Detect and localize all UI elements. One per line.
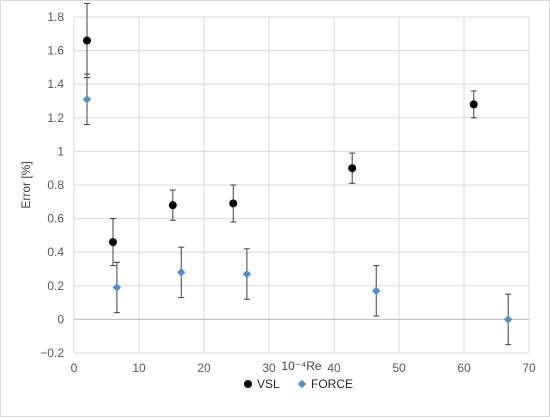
legend-force-marker	[297, 379, 307, 389]
y-axis-title: Error [%]	[19, 161, 33, 208]
legend-vsl-label: VSL	[257, 377, 280, 391]
y-tick-label: −0.2	[40, 346, 64, 360]
x-tick-label: 0	[71, 361, 78, 375]
x-tick-label: 20	[197, 361, 211, 375]
y-tick-label: 0.4	[47, 245, 64, 259]
force-point	[112, 283, 122, 292]
tick-label-layer: −0.2 0 0.2 0.4 0.6 0.8 1 1.2 1.4 1.6 1.8 0 10 20 30 40 5…	[40, 10, 536, 375]
legend-force-label: FORCE	[311, 377, 353, 391]
force-point	[242, 269, 252, 279]
x-tick-label: 30	[262, 361, 276, 375]
vsl-point	[229, 199, 238, 208]
legend: VSL FORCE	[244, 377, 353, 391]
x-tick-label: 60	[457, 361, 471, 375]
vsl-point	[83, 36, 91, 45]
force-point	[82, 95, 92, 104]
force-point	[504, 315, 513, 324]
y-tick-label: 0.2	[47, 279, 64, 293]
y-tick-label: 1.8	[47, 10, 64, 24]
y-tick-label: 1.4	[47, 77, 64, 91]
grid-layer	[73, 16, 530, 354]
y-tick-label: 0.8	[47, 178, 64, 192]
vsl-point	[109, 238, 117, 247]
vsl-point	[348, 164, 357, 173]
data-point-layer	[82, 36, 513, 324]
y-tick-label: 0.6	[47, 212, 64, 226]
error-bar-layer	[84, 3, 512, 346]
x-tick-label: 40	[327, 361, 341, 375]
y-tick-label: 1.6	[47, 44, 64, 58]
vsl-point	[469, 100, 478, 109]
force-point	[177, 268, 186, 277]
legend-vsl-marker	[244, 380, 252, 388]
x-tick-label: 10	[132, 361, 146, 375]
y-tick-label: 0	[57, 312, 64, 326]
y-tick-label: 1	[57, 144, 64, 158]
y-tick-label: 1.2	[47, 111, 64, 125]
vsl-point	[168, 201, 177, 210]
x-axis-title: 10⁻⁴Re	[281, 359, 322, 373]
x-tick-label: 50	[392, 361, 406, 375]
x-tick-label: 70	[522, 361, 536, 375]
force-point	[372, 286, 381, 296]
